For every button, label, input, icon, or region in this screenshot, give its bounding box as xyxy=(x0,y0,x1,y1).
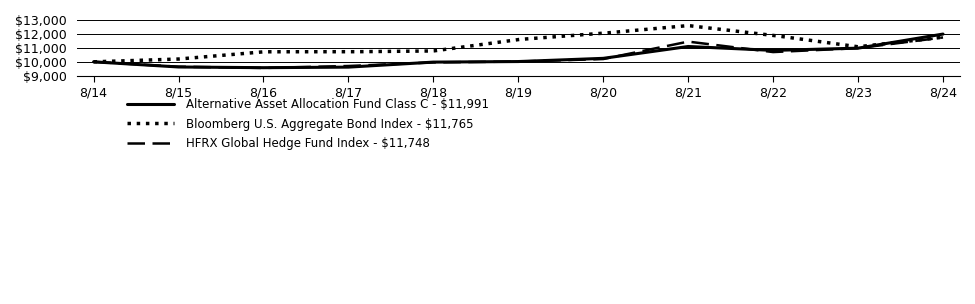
Alternative Asset Allocation Fund Class C - $11,991 xyxy=(173,65,184,69)
Alternative Asset Allocation Fund Class C - $11,991 xyxy=(427,60,439,64)
Line: Alternative Asset Allocation Fund Class C - $11,991: Alternative Asset Allocation Fund Class … xyxy=(94,34,943,68)
Alternative Asset Allocation Fund Class C - $11,991 xyxy=(682,45,694,48)
HFRX Global Hedge Fund Index - $11,748 xyxy=(257,66,269,70)
Bloomberg U.S. Aggregate Bond Index - $11,765 xyxy=(173,57,184,61)
Line: Bloomberg U.S. Aggregate Bond Index - $11,765: Bloomberg U.S. Aggregate Bond Index - $1… xyxy=(94,26,943,62)
HFRX Global Hedge Fund Index - $11,748 xyxy=(598,57,609,61)
Alternative Asset Allocation Fund Class C - $11,991 xyxy=(257,66,269,70)
Bloomberg U.S. Aggregate Bond Index - $11,765 xyxy=(598,31,609,35)
Alternative Asset Allocation Fund Class C - $11,991 xyxy=(598,57,609,60)
Bloomberg U.S. Aggregate Bond Index - $11,765 xyxy=(257,50,269,54)
Bloomberg U.S. Aggregate Bond Index - $11,765 xyxy=(852,45,864,49)
Bloomberg U.S. Aggregate Bond Index - $11,765 xyxy=(767,33,779,37)
HFRX Global Hedge Fund Index - $11,748 xyxy=(88,60,99,64)
HFRX Global Hedge Fund Index - $11,748 xyxy=(767,50,779,54)
Bloomberg U.S. Aggregate Bond Index - $11,765 xyxy=(427,49,439,53)
HFRX Global Hedge Fund Index - $11,748 xyxy=(513,60,525,63)
Bloomberg U.S. Aggregate Bond Index - $11,765 xyxy=(682,24,694,27)
Bloomberg U.S. Aggregate Bond Index - $11,765 xyxy=(513,38,525,41)
Alternative Asset Allocation Fund Class C - $11,991 xyxy=(767,49,779,52)
Alternative Asset Allocation Fund Class C - $11,991 xyxy=(852,46,864,50)
Bloomberg U.S. Aggregate Bond Index - $11,765 xyxy=(342,50,354,54)
HFRX Global Hedge Fund Index - $11,748 xyxy=(427,60,439,64)
Alternative Asset Allocation Fund Class C - $11,991 xyxy=(513,60,525,63)
HFRX Global Hedge Fund Index - $11,748 xyxy=(342,64,354,68)
HFRX Global Hedge Fund Index - $11,748 xyxy=(682,40,694,43)
Legend: Alternative Asset Allocation Fund Class C - $11,991, Bloomberg U.S. Aggregate Bo: Alternative Asset Allocation Fund Class … xyxy=(127,98,488,150)
HFRX Global Hedge Fund Index - $11,748 xyxy=(852,46,864,50)
HFRX Global Hedge Fund Index - $11,748 xyxy=(173,65,184,68)
Line: HFRX Global Hedge Fund Index - $11,748: HFRX Global Hedge Fund Index - $11,748 xyxy=(94,37,943,68)
Alternative Asset Allocation Fund Class C - $11,991 xyxy=(342,65,354,69)
Alternative Asset Allocation Fund Class C - $11,991 xyxy=(937,32,949,36)
HFRX Global Hedge Fund Index - $11,748 xyxy=(937,36,949,39)
Alternative Asset Allocation Fund Class C - $11,991 xyxy=(88,60,99,64)
Bloomberg U.S. Aggregate Bond Index - $11,765 xyxy=(937,35,949,39)
Bloomberg U.S. Aggregate Bond Index - $11,765 xyxy=(88,60,99,64)
